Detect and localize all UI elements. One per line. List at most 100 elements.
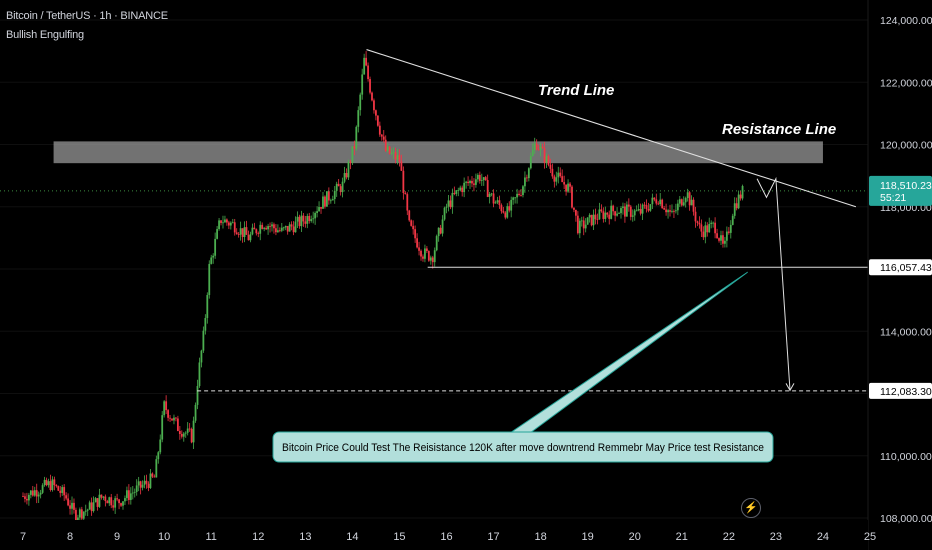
- candle[interactable]: [527, 167, 530, 182]
- candle[interactable]: [418, 241, 420, 256]
- candle[interactable]: [212, 253, 215, 264]
- candle[interactable]: [333, 186, 336, 204]
- candle[interactable]: [355, 125, 358, 151]
- candle[interactable]: [278, 227, 281, 233]
- candle[interactable]: [459, 185, 462, 192]
- candle[interactable]: [667, 208, 669, 219]
- candle[interactable]: [384, 135, 387, 152]
- candle[interactable]: [624, 203, 626, 223]
- candle[interactable]: [361, 68, 364, 100]
- candle[interactable]: [653, 197, 656, 202]
- candle[interactable]: [149, 469, 152, 490]
- candle[interactable]: [480, 173, 483, 186]
- candle[interactable]: [400, 154, 403, 171]
- candle[interactable]: [343, 166, 346, 184]
- candle[interactable]: [641, 203, 644, 221]
- candle[interactable]: [616, 207, 618, 217]
- candle[interactable]: [126, 486, 128, 501]
- candle[interactable]: [627, 198, 630, 212]
- time-axis[interactable]: [0, 520, 868, 550]
- candle[interactable]: [398, 149, 401, 167]
- candle[interactable]: [259, 221, 262, 241]
- candle[interactable]: [490, 192, 493, 197]
- candle[interactable]: [594, 208, 597, 225]
- candle[interactable]: [651, 193, 654, 209]
- candle[interactable]: [175, 416, 177, 422]
- candle[interactable]: [53, 476, 56, 491]
- candle[interactable]: [382, 130, 385, 143]
- candle[interactable]: [86, 508, 89, 517]
- candle[interactable]: [663, 205, 666, 210]
- candle[interactable]: [359, 92, 362, 116]
- candle[interactable]: [625, 201, 628, 217]
- candle[interactable]: [575, 209, 577, 222]
- candle[interactable]: [659, 193, 662, 207]
- candle[interactable]: [178, 426, 181, 440]
- candle[interactable]: [439, 224, 442, 235]
- candle[interactable]: [318, 201, 320, 212]
- candle[interactable]: [698, 216, 701, 229]
- candle[interactable]: [367, 62, 369, 82]
- candle[interactable]: [580, 216, 583, 227]
- candle[interactable]: [108, 496, 111, 506]
- candle[interactable]: [727, 227, 730, 235]
- candle[interactable]: [320, 206, 322, 214]
- candle[interactable]: [314, 211, 317, 225]
- candle[interactable]: [506, 203, 509, 219]
- candle[interactable]: [171, 418, 173, 421]
- candle[interactable]: [231, 218, 234, 224]
- candle[interactable]: [437, 227, 440, 242]
- candle[interactable]: [612, 204, 615, 216]
- candle[interactable]: [127, 484, 130, 505]
- candle[interactable]: [543, 141, 546, 169]
- candle[interactable]: [349, 159, 352, 170]
- candle[interactable]: [227, 220, 230, 230]
- candle[interactable]: [708, 217, 711, 233]
- candle[interactable]: [508, 201, 511, 213]
- candle[interactable]: [486, 174, 489, 198]
- candle[interactable]: [55, 484, 58, 488]
- candle[interactable]: [137, 476, 140, 492]
- candle[interactable]: [688, 191, 691, 211]
- candle[interactable]: [565, 184, 567, 196]
- candle[interactable]: [39, 489, 42, 499]
- candle[interactable]: [235, 228, 238, 235]
- candle[interactable]: [674, 203, 677, 214]
- candle[interactable]: [590, 214, 593, 227]
- candle[interactable]: [602, 207, 605, 223]
- candle[interactable]: [29, 490, 32, 499]
- candle[interactable]: [22, 492, 24, 498]
- candle[interactable]: [337, 179, 340, 187]
- candle[interactable]: [473, 178, 475, 192]
- candle[interactable]: [449, 195, 452, 210]
- candle[interactable]: [51, 476, 54, 492]
- candle[interactable]: [239, 221, 242, 241]
- candle[interactable]: [637, 203, 640, 212]
- candle[interactable]: [90, 497, 93, 516]
- candle[interactable]: [661, 198, 664, 209]
- candle[interactable]: [475, 173, 477, 188]
- candle[interactable]: [692, 197, 695, 216]
- candle[interactable]: [263, 226, 266, 232]
- candle[interactable]: [684, 196, 687, 208]
- candle[interactable]: [104, 494, 107, 507]
- candle[interactable]: [380, 134, 383, 141]
- candle[interactable]: [547, 154, 550, 167]
- candle[interactable]: [425, 246, 428, 254]
- candle[interactable]: [282, 226, 285, 231]
- candle[interactable]: [451, 188, 454, 214]
- candle[interactable]: [139, 480, 142, 495]
- candle[interactable]: [700, 219, 703, 238]
- candle[interactable]: [245, 220, 248, 235]
- candle[interactable]: [535, 139, 538, 151]
- candle[interactable]: [26, 492, 28, 505]
- candle[interactable]: [545, 153, 548, 169]
- candle[interactable]: [345, 168, 348, 180]
- candle[interactable]: [92, 496, 95, 513]
- candle[interactable]: [561, 169, 564, 183]
- candle[interactable]: [553, 174, 556, 188]
- candle[interactable]: [408, 209, 411, 222]
- candle[interactable]: [522, 184, 524, 198]
- candle[interactable]: [476, 173, 479, 183]
